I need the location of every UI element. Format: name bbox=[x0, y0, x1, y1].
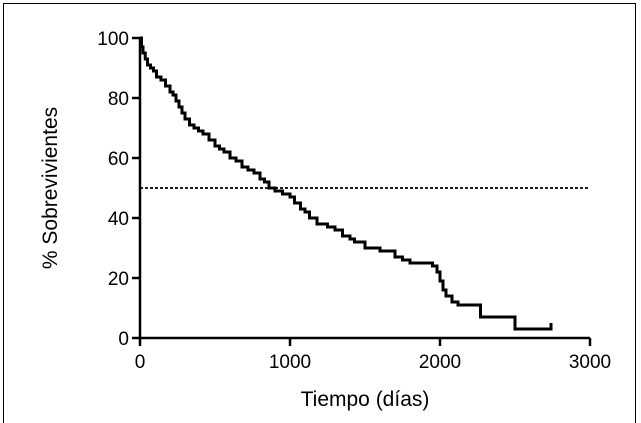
y-tick-label: 40 bbox=[108, 209, 129, 230]
y-axis-title: % Sobrevivientes bbox=[39, 107, 62, 269]
x-tick-label: 2000 bbox=[419, 352, 461, 373]
y-tick-label: 60 bbox=[108, 149, 129, 170]
y-tick-label: 80 bbox=[108, 89, 129, 110]
x-tick-label: 3000 bbox=[569, 352, 611, 373]
y-tick-label: 100 bbox=[97, 29, 129, 50]
survival-curve bbox=[140, 36, 553, 331]
y-tick-label: 0 bbox=[118, 329, 129, 350]
x-axis-title: Tiempo (días) bbox=[301, 388, 430, 411]
plot-frame bbox=[3, 3, 636, 423]
x-tick-label: 0 bbox=[135, 352, 146, 373]
x-tick-label: 1000 bbox=[269, 352, 311, 373]
y-tick-label: 20 bbox=[108, 269, 129, 290]
